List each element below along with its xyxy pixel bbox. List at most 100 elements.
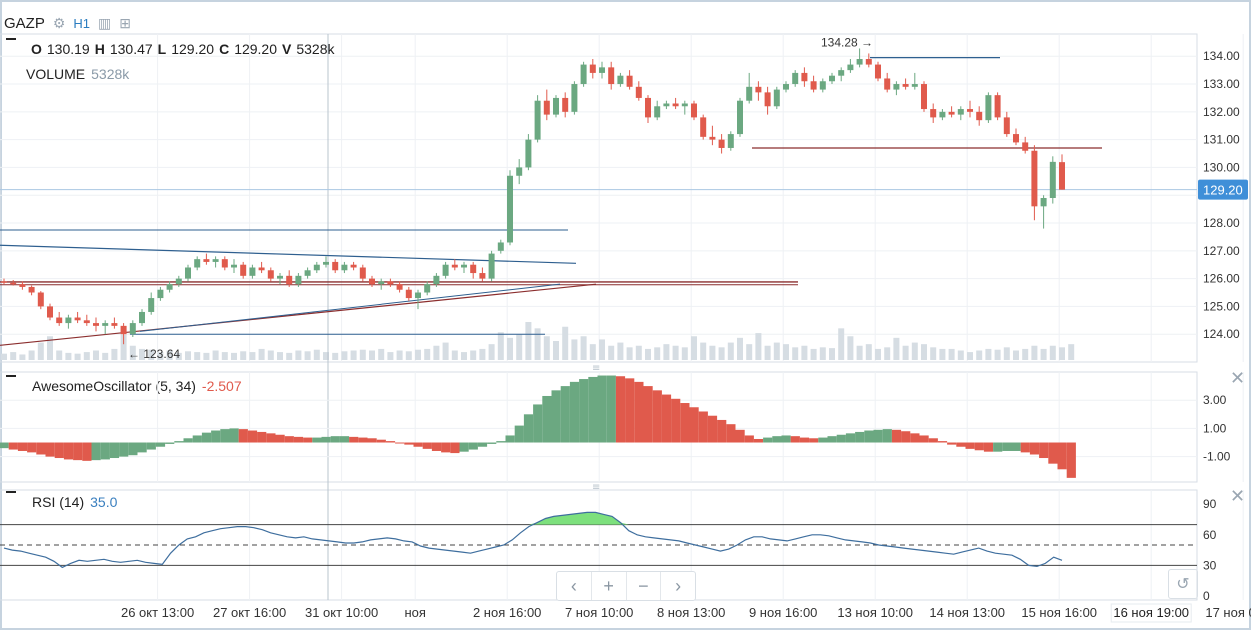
- candle-body: [875, 64, 881, 79]
- candle-body: [534, 100, 541, 140]
- collapse-icon[interactable]: [6, 491, 16, 493]
- ao-bar: [542, 395, 552, 443]
- ao-bar: [514, 425, 524, 443]
- ao-bar: [597, 375, 607, 443]
- price-tick-label: 124.00: [1203, 327, 1240, 341]
- ao-bar: [266, 433, 276, 443]
- candle-body: [1031, 150, 1038, 207]
- candle-body: [764, 92, 771, 107]
- candle-body: [175, 278, 182, 285]
- volume-bar: [304, 351, 311, 360]
- volume-bar: [939, 348, 946, 360]
- ao-bar: [983, 442, 994, 452]
- ao-bar: [799, 437, 810, 443]
- volume-bar: [663, 344, 670, 360]
- candle-body: [139, 311, 145, 324]
- candle-body: [691, 103, 697, 118]
- symbol-label[interactable]: GAZP: [4, 15, 45, 32]
- collapse-icon[interactable]: [6, 38, 16, 40]
- ao-bar: [707, 415, 718, 443]
- volume-bar: [626, 347, 633, 360]
- ao-bar: [321, 436, 331, 443]
- add-panel-icon[interactable]: ⊞: [119, 15, 131, 31]
- volume-bar: [580, 336, 587, 360]
- ao-bar: [1039, 442, 1049, 459]
- bar-chart-icon[interactable]: ▥: [98, 15, 112, 31]
- volume-bar: [28, 350, 35, 360]
- ao-bar: [956, 442, 966, 447]
- ao-bar: [63, 442, 74, 460]
- candle-body: [755, 86, 762, 93]
- rsi-tick-label: 90: [1203, 497, 1217, 511]
- candle-body: [654, 106, 661, 118]
- ao-bar: [349, 436, 359, 443]
- ao-bar: [606, 375, 616, 443]
- candle-body: [921, 84, 927, 110]
- volume-bar: [718, 347, 725, 360]
- ao-bar: [174, 441, 184, 443]
- time-tick-label: ноя: [404, 605, 425, 620]
- candle-body: [83, 320, 90, 324]
- volume-bar: [562, 326, 569, 360]
- gear-icon[interactable]: ⚙: [52, 15, 66, 31]
- chart-navigation: ‹ + − ›: [556, 571, 696, 601]
- zoom-out-button[interactable]: −: [627, 572, 662, 600]
- ao-bar: [431, 442, 442, 451]
- ao-bar: [82, 442, 92, 461]
- time-tick-label: 2 ноя 16:00: [473, 605, 541, 620]
- ao-bar: [763, 437, 773, 443]
- ao-bar: [974, 442, 984, 451]
- ao-legend: AwesomeOscillator (5, 34) -2.507: [6, 375, 242, 394]
- candle-body: [461, 264, 467, 268]
- candle-body: [746, 86, 753, 101]
- candle-body: [1013, 134, 1019, 143]
- volume-bar: [378, 348, 385, 360]
- low-value: 129.20: [171, 41, 215, 57]
- volume-bar: [930, 347, 937, 360]
- candle-body: [865, 59, 872, 65]
- volume-bar: [139, 348, 145, 360]
- ao-bar: [303, 437, 313, 443]
- candle-body: [295, 275, 302, 285]
- candle-body: [277, 275, 283, 279]
- volume-bar: [967, 352, 973, 360]
- candle-body: [148, 298, 155, 312]
- zoom-in-button[interactable]: +: [592, 572, 627, 600]
- candle-body: [902, 84, 909, 87]
- candle-body: [129, 323, 136, 335]
- candle-body: [286, 275, 293, 285]
- scroll-right-button[interactable]: ›: [675, 575, 682, 596]
- ao-bar: [689, 407, 699, 443]
- candle-body: [56, 317, 63, 324]
- candle-body: [599, 67, 605, 73]
- ao-bar: [395, 442, 405, 444]
- price-tick-label: 131.00: [1203, 133, 1240, 147]
- collapse-icon[interactable]: [6, 375, 16, 377]
- candle-body: [727, 134, 734, 148]
- reset-icon[interactable]: ↺: [1168, 569, 1198, 599]
- volume-bar: [111, 348, 118, 360]
- ao-bar: [459, 442, 469, 452]
- ao-bar: [367, 438, 377, 443]
- candle-body: [341, 264, 348, 271]
- ao-bar: [836, 434, 846, 443]
- volume-bar: [479, 348, 486, 360]
- last-price-badge: [1198, 179, 1248, 200]
- ao-bar: [680, 403, 690, 443]
- ao-bar: [717, 419, 727, 443]
- candle-body: [856, 59, 863, 65]
- close-ao-panel-icon[interactable]: ✕: [1230, 368, 1246, 388]
- low-label: L: [157, 41, 167, 57]
- close-value: 129.20: [234, 41, 278, 57]
- candle-body: [166, 284, 173, 290]
- scroll-left-button[interactable]: ‹: [557, 572, 592, 600]
- candle-body: [792, 72, 799, 85]
- close-rsi-panel-icon[interactable]: ✕: [1230, 486, 1246, 506]
- timeframe-label[interactable]: H1: [73, 16, 91, 31]
- candle-body: [221, 259, 228, 268]
- ao-bar: [220, 429, 230, 443]
- volume-bar: [433, 345, 440, 360]
- ao-bar: [643, 386, 653, 443]
- time-tick-label: 27 окт 16:00: [213, 605, 286, 620]
